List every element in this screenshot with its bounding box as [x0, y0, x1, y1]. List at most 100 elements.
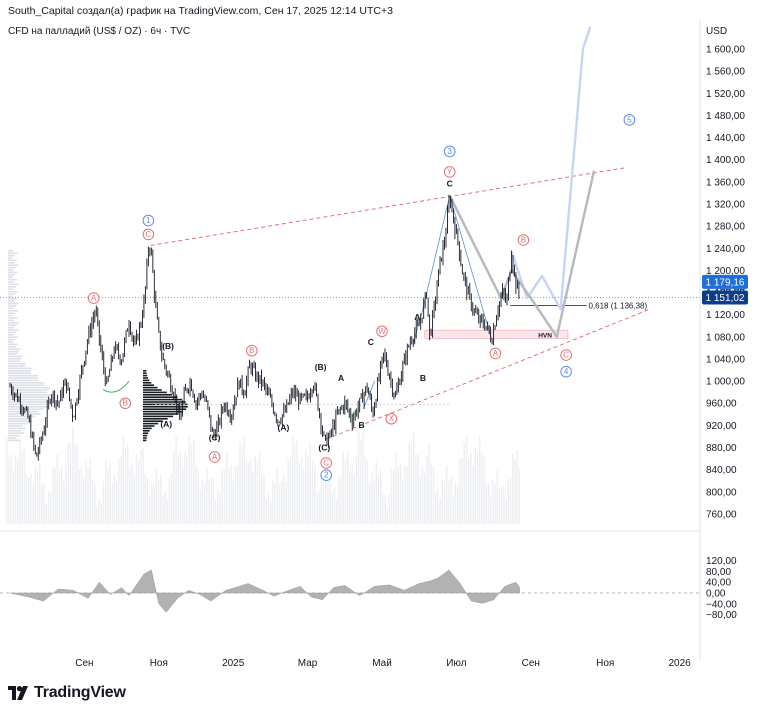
volume-bar: [204, 484, 206, 524]
volume-bar: [85, 460, 87, 524]
volume-bar: [303, 469, 305, 524]
volume-profile-bar: [8, 382, 45, 384]
volume-bar: [138, 460, 140, 524]
volume-bar: [377, 473, 380, 524]
price-tick-label: 1 440,00: [706, 133, 745, 144]
price-tick-label: 800,00: [706, 487, 737, 498]
volume-bar: [8, 457, 10, 524]
volume-bar: [109, 463, 111, 524]
volume-bar: [509, 478, 512, 524]
volume-bar: [182, 467, 184, 524]
volume-bar: [197, 469, 199, 524]
volume-bar: [314, 465, 316, 524]
volume-bar: [72, 426, 74, 524]
volume-bar: [281, 480, 283, 524]
logo-text: TradingView: [34, 684, 126, 701]
volume-bar: [201, 478, 204, 524]
volume-bar: [96, 506, 98, 524]
volume-bar: [226, 453, 228, 524]
price-tick-label: 1 480,00: [706, 111, 745, 122]
circle-label: C: [142, 228, 155, 241]
volume-bar: [437, 488, 439, 524]
volume-bar: [395, 453, 397, 524]
volume-profile-bar: [8, 314, 13, 317]
volume-profile-bar: [8, 384, 44, 386]
volume-profile-bar-dark: [143, 379, 150, 382]
volume-profile-bar: [8, 379, 38, 382]
volume-bar: [17, 458, 19, 524]
volume-bar: [435, 492, 437, 524]
circle-label: 2: [320, 469, 333, 481]
volume-bar: [364, 456, 366, 524]
circle-label-ring: [623, 114, 636, 126]
circle-label: B: [517, 234, 530, 246]
current-price-label-bg: [702, 290, 748, 305]
circle-label-text: 2: [324, 471, 329, 480]
volume-bar: [382, 494, 384, 524]
upper-price-label-bg: [702, 274, 748, 289]
volume-bar: [316, 492, 318, 524]
wave-guide: [413, 195, 451, 343]
tradingview-logo-icon: [8, 686, 28, 700]
osc-tick-label: 80,00: [706, 567, 731, 578]
volume-bar: [118, 457, 120, 524]
volume-bar: [450, 478, 452, 524]
volume-bar: [80, 466, 83, 524]
volume-bar: [171, 473, 173, 524]
volume-profile-bar-dark: [143, 401, 186, 403]
volume-profile-bar: [8, 408, 44, 410]
volume-profile-bar-dark: [143, 391, 167, 394]
circle-label: W: [376, 325, 388, 338]
volume-profile-bar-dark: [143, 374, 148, 377]
circle-label: Y: [443, 166, 456, 178]
volume-bar: [397, 467, 399, 524]
volume-profile-bar: [8, 295, 13, 298]
volume-bar: [100, 503, 102, 524]
circle-label-ring: [87, 292, 100, 304]
volume-profile-bar: [8, 262, 14, 264]
volume-profile-bar: [8, 346, 16, 348]
volume-profile-bar-dark: [143, 425, 155, 427]
volume-bar: [210, 477, 212, 524]
circle-label-ring: [246, 344, 258, 357]
volume-bar: [452, 496, 454, 524]
volume-profile-bar-dark: [143, 410, 183, 413]
volume-profile-bar-dark: [143, 372, 147, 374]
volume-bar: [252, 471, 254, 524]
circle-label-text: C: [145, 230, 151, 239]
volume-bar: [177, 454, 179, 524]
volume-bar: [232, 480, 234, 524]
volume-bar: [120, 455, 122, 524]
circle-label-ring: [385, 412, 398, 425]
circle-label: X: [385, 412, 398, 425]
circle-label: B: [119, 397, 132, 410]
volume-bar: [518, 469, 520, 524]
osc-tick-label: 40,00: [706, 578, 731, 589]
price-tick-label: 1 240,00: [706, 244, 745, 255]
volume-bar: [309, 442, 311, 524]
oscillator-panel: [0, 569, 700, 613]
volume-bar: [219, 493, 221, 524]
volume-bar: [54, 468, 56, 524]
price-tick-label: 1 560,00: [706, 67, 745, 78]
volume-bar: [164, 490, 166, 524]
volume-profile-bar: [8, 334, 14, 336]
volume-bar: [514, 459, 516, 524]
volume-bar: [353, 475, 355, 524]
volume-bar: [373, 479, 375, 524]
volume-bar: [448, 481, 450, 524]
circle-label-ring: [517, 234, 530, 246]
volume-profile-bar: [8, 331, 16, 334]
time-axis-label: Май: [372, 658, 392, 669]
wave-label: B: [420, 373, 426, 383]
volume-profile-bar: [8, 439, 21, 442]
volume-profile-bar: [8, 370, 32, 372]
tradingview-logo[interactable]: TradingView: [8, 684, 126, 702]
volume-bar: [408, 442, 410, 524]
volume-profile-bar-dark: [143, 413, 179, 415]
volume-bar: [47, 491, 50, 524]
volume-bar: [131, 462, 133, 524]
circle-label-text: X: [389, 414, 395, 423]
volume-profile-bar: [8, 398, 47, 401]
